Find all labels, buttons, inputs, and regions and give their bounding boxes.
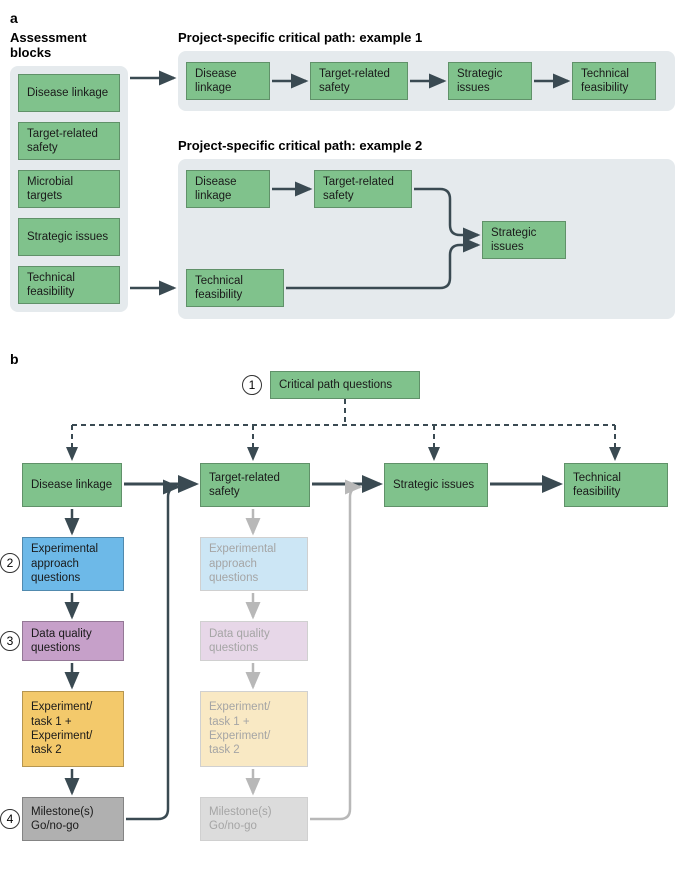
- data-quality-box: Data quality questions: [22, 621, 124, 661]
- step-number-2: 2: [0, 553, 20, 573]
- critical-path-box: Critical path questions: [270, 371, 420, 399]
- milestone-box-faded: Milestone(s) Go/no-go: [200, 797, 308, 841]
- ex1-node: Strategic issues: [448, 62, 532, 100]
- panel-b-body: 1 Critical path questions Disease linkag…: [10, 371, 675, 861]
- step-number-3: 3: [0, 631, 20, 651]
- chain-node: Target-related safety: [200, 463, 310, 507]
- assess-block: Target-related safety: [18, 122, 120, 160]
- assessment-panel: Disease linkage Target-related safety Mi…: [10, 66, 128, 312]
- example2-title: Project-specific critical path: example …: [178, 138, 675, 153]
- example2: Project-specific critical path: example …: [178, 138, 675, 319]
- exp-approach-box: Experimental approach questions: [22, 537, 124, 591]
- chain-node: Technical feasibility: [564, 463, 668, 507]
- step-number-4: 4: [0, 809, 20, 829]
- step-number-1: 1: [242, 375, 262, 395]
- panel-a: a Assessment blocks Disease linkage Targ…: [10, 10, 675, 325]
- ex1-node: Disease linkage: [186, 62, 270, 100]
- assessment-title: Assessment blocks: [10, 30, 128, 60]
- ex2-node: Target-related safety: [314, 170, 412, 208]
- data-quality-box-faded: Data quality questions: [200, 621, 308, 661]
- example1-panel: Disease linkage Target-related safety St…: [178, 51, 675, 111]
- example2-panel: Disease linkage Target-related safety Te…: [178, 159, 675, 319]
- example1-title: Project-specific critical path: example …: [178, 30, 675, 45]
- panel-a-label: a: [10, 10, 675, 26]
- assess-block: Disease linkage: [18, 74, 120, 112]
- assessment-col: Assessment blocks Disease linkage Target…: [10, 30, 128, 312]
- ex2-node: Disease linkage: [186, 170, 270, 208]
- panel-b-label: b: [10, 351, 675, 367]
- experiment-task-box-faded: Experiment/ task 1 + Experiment/ task 2: [200, 691, 308, 767]
- ex2-node: Strategic issues: [482, 221, 566, 259]
- exp-approach-box-faded: Experimental approach questions: [200, 537, 308, 591]
- ex1-node: Target-related safety: [310, 62, 408, 100]
- chain-node: Disease linkage: [22, 463, 122, 507]
- panelB-arrows: [10, 371, 675, 861]
- panel-b: b: [10, 351, 675, 861]
- experiment-task-box: Experiment/ task 1 + Experiment/ task 2: [22, 691, 124, 767]
- ex1-node: Technical feasibility: [572, 62, 656, 100]
- panel-a-body: Assessment blocks Disease linkage Target…: [10, 30, 675, 325]
- example1: Project-specific critical path: example …: [178, 30, 675, 111]
- ex2-node: Technical feasibility: [186, 269, 284, 307]
- chain-node: Strategic issues: [384, 463, 488, 507]
- assess-block: Strategic issues: [18, 218, 120, 256]
- milestone-box: Milestone(s) Go/no-go: [22, 797, 124, 841]
- assess-block: Technical feasibility: [18, 266, 120, 304]
- assess-block: Microbial targets: [18, 170, 120, 208]
